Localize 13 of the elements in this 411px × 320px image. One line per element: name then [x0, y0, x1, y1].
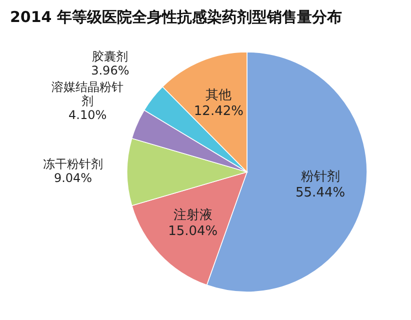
data-label: 9.04% [54, 171, 92, 186]
slice-label: 注射液 [173, 208, 212, 223]
slice-label: 其他 [206, 88, 232, 103]
data-label: 3.96% [91, 64, 130, 78]
slice-label: 胶囊剂 [92, 50, 128, 64]
slice-label: 粉针剂 [300, 168, 340, 184]
data-label: 4.10% [68, 108, 107, 122]
data-label: 12.42% [194, 104, 244, 119]
slice-label: 溶媒结晶粉针剂 [52, 80, 124, 108]
slice-label: 冻干粉针剂 [43, 157, 103, 172]
data-label: 55.44% [296, 185, 346, 200]
chart-title: 2014 年等级医院全身性抗感染药剂型销售量分布 [10, 8, 342, 26]
data-label: 15.04% [168, 224, 218, 239]
